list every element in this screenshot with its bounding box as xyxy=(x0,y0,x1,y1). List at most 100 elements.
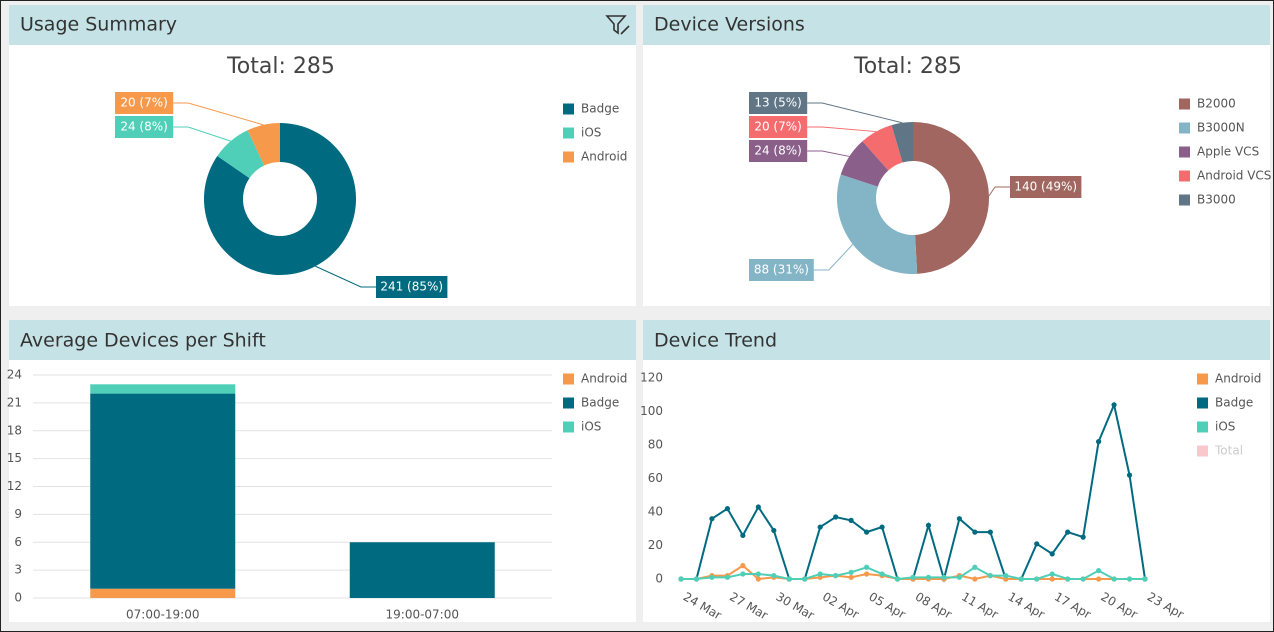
point xyxy=(972,564,978,570)
legend-swatch xyxy=(563,127,574,139)
point xyxy=(848,574,854,580)
data-label: 13 (5%) xyxy=(754,96,801,110)
point xyxy=(833,514,839,520)
y-tick-label: 40 xyxy=(648,505,663,519)
leader-line xyxy=(813,244,854,271)
y-tick-label: 0 xyxy=(14,591,22,605)
label-box xyxy=(115,116,174,138)
legend-label: iOS xyxy=(581,126,601,140)
legend-swatch xyxy=(1197,421,1208,433)
slice xyxy=(913,122,989,274)
point xyxy=(724,574,731,580)
y-tick-label: 120 xyxy=(640,371,663,385)
point xyxy=(802,576,808,582)
point xyxy=(1126,576,1133,582)
label-box xyxy=(1010,176,1082,198)
legend-swatch xyxy=(1179,146,1190,158)
legend-swatch xyxy=(1197,373,1208,385)
point xyxy=(1065,529,1071,535)
point xyxy=(755,576,761,582)
data-label: 20 (7%) xyxy=(754,120,801,134)
label-box xyxy=(115,92,174,114)
point xyxy=(848,569,854,575)
data-label: 140 (49%) xyxy=(1014,180,1077,194)
point xyxy=(709,516,715,522)
slice xyxy=(862,125,903,171)
slice xyxy=(247,123,280,166)
legend-label: Badge xyxy=(581,396,619,410)
legend-label: B3000N xyxy=(1197,121,1245,135)
legend-swatch xyxy=(563,397,574,409)
point xyxy=(864,564,870,570)
y-tick-label: 15 xyxy=(7,451,22,465)
bar-segment xyxy=(90,384,236,394)
leader-line xyxy=(988,186,1010,197)
data-label: 24 (8%) xyxy=(754,144,801,158)
label-box xyxy=(749,116,808,138)
panel-header xyxy=(9,320,636,360)
legend-label: Badge xyxy=(581,102,619,116)
legend-swatch xyxy=(1179,98,1190,110)
y-tick-label: 12 xyxy=(7,479,22,493)
legend-swatch xyxy=(1179,122,1190,134)
y-tick-label: 18 xyxy=(7,423,22,437)
point xyxy=(848,517,854,523)
point xyxy=(1034,541,1040,547)
data-label: 241 (85%) xyxy=(380,280,443,294)
point xyxy=(879,571,885,577)
legend-swatch xyxy=(1197,445,1208,457)
y-tick-label: 24 xyxy=(7,368,22,382)
point xyxy=(1142,576,1148,582)
point xyxy=(817,571,823,577)
leader-line xyxy=(315,265,376,288)
point xyxy=(709,574,715,580)
legend-label: B3000 xyxy=(1197,193,1236,207)
point xyxy=(1080,576,1086,582)
point xyxy=(771,527,777,534)
y-tick-label: 3 xyxy=(14,563,22,577)
point xyxy=(1049,551,1055,557)
total: Total: 285 xyxy=(226,54,335,79)
point xyxy=(1096,568,1102,574)
point xyxy=(771,573,777,579)
bar-segment xyxy=(349,542,495,598)
point xyxy=(817,524,823,530)
point xyxy=(740,532,746,539)
point xyxy=(678,576,684,582)
point xyxy=(833,573,839,579)
legend-label: Android xyxy=(581,372,627,386)
panel-title: Device Trend xyxy=(654,330,777,352)
slice xyxy=(840,141,889,187)
point xyxy=(755,571,761,577)
legend-swatch xyxy=(563,103,574,115)
legend-swatch xyxy=(563,421,574,433)
legend-label: Android xyxy=(581,150,627,164)
point xyxy=(864,571,870,577)
y-tick-label: 0 xyxy=(655,572,663,586)
point xyxy=(786,576,792,582)
point xyxy=(1080,534,1086,540)
point xyxy=(1126,472,1133,478)
point xyxy=(956,516,963,522)
panel-header xyxy=(9,5,636,45)
point xyxy=(956,574,963,580)
point xyxy=(724,506,731,512)
slice xyxy=(837,174,918,274)
point xyxy=(1034,576,1040,582)
total: Total: 285 xyxy=(853,54,962,79)
leader-line xyxy=(807,102,903,124)
legend-label: Android xyxy=(1215,372,1261,386)
point xyxy=(972,529,978,535)
point xyxy=(910,574,916,580)
slice xyxy=(217,130,265,179)
data-label: 24 (8%) xyxy=(120,120,167,134)
x-tick-label: 19:00-07:00 xyxy=(386,608,460,622)
label-box xyxy=(749,259,814,281)
point xyxy=(1003,573,1009,579)
filter-icon[interactable] xyxy=(605,15,630,35)
legend-label: iOS xyxy=(1215,420,1235,434)
label-box xyxy=(749,92,808,114)
panel-title: Device Versions xyxy=(654,14,805,36)
point xyxy=(925,574,932,580)
